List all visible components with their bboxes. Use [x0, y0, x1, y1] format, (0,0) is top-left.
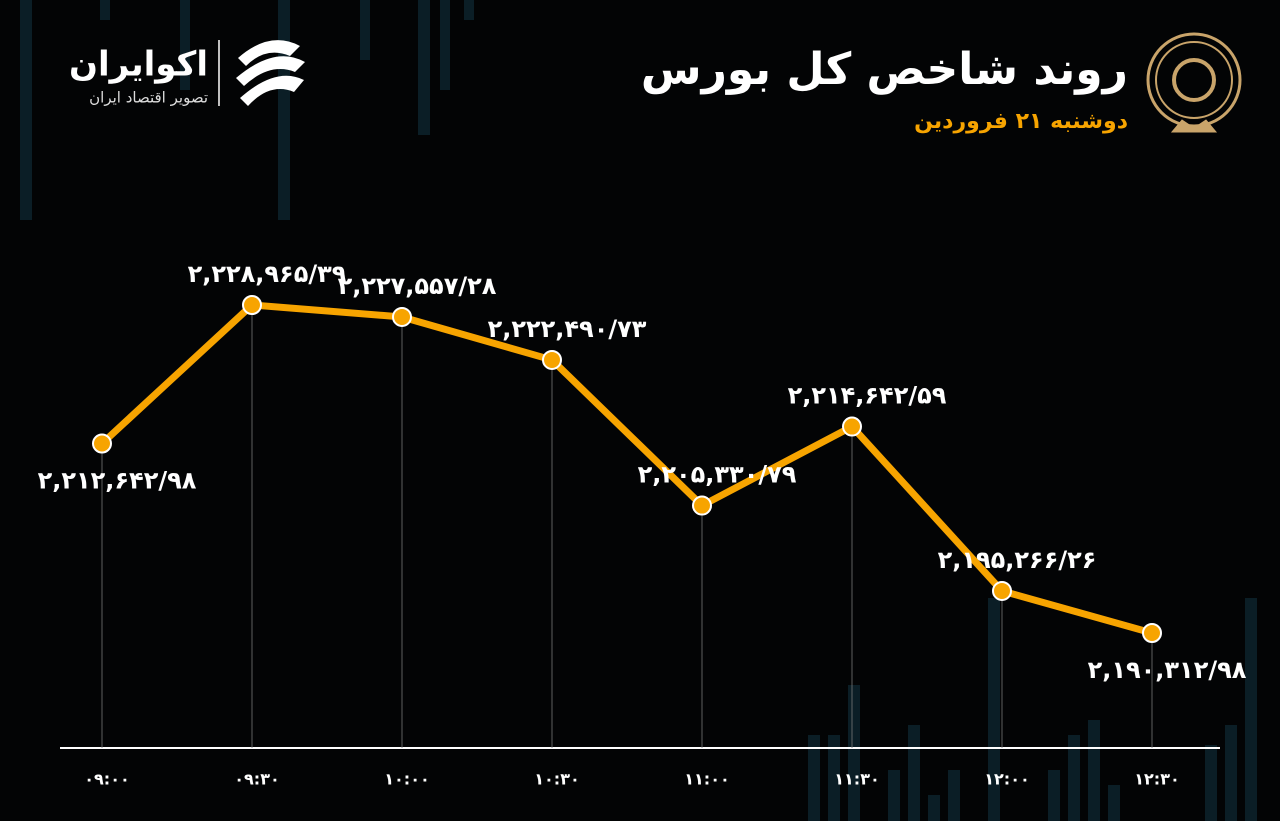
data-point	[992, 580, 1012, 601]
data-label: ۲,۲۱۲,۶۴۲/۹۸	[38, 467, 197, 495]
data-point	[1142, 623, 1162, 643]
brand-logo	[236, 40, 305, 106]
x-tick-label: ۱۰:۰۰	[384, 770, 429, 789]
data-point	[692, 495, 712, 516]
x-tick-label: ۰۹:۰۰	[84, 770, 129, 789]
data-label: ۲,۲۰۵,۳۳۰/۷۹	[638, 461, 797, 489]
data-point	[542, 349, 562, 370]
data-label: ۲,۲۲۸,۹۶۵/۳۹	[188, 260, 347, 288]
chart-subtitle: دوشنبه ۲۱ فروردین	[914, 109, 1128, 134]
bourse-emblem	[1146, 32, 1242, 133]
data-label: ۲,۱۹۵,۲۶۶/۲۶	[938, 546, 1097, 574]
data-label: ۲,۲۲۷,۵۵۷/۲۸	[338, 272, 497, 300]
data-point	[842, 416, 862, 437]
decoration	[20, 0, 1257, 821]
x-tick-label: ۱۲:۳۰	[1134, 770, 1179, 789]
x-tick-label: ۱۱:۰۰	[684, 770, 729, 789]
data-point	[92, 433, 112, 454]
x-tick-label: ۱۱:۳۰	[834, 770, 879, 789]
data-label: ۲,۲۲۲,۴۹۰/۷۳	[488, 315, 647, 343]
brand-name: اکوایران	[69, 45, 208, 85]
data-point	[392, 306, 412, 327]
chart-title: روند شاخص کل بورس	[641, 44, 1128, 95]
x-tick-label: ۰۹:۳۰	[234, 770, 279, 789]
data-point	[242, 295, 262, 315]
x-tick-label: ۱۰:۳۰	[534, 770, 579, 789]
brand-tagline: تصویر اقتصاد ایران	[89, 89, 208, 107]
data-label: ۲,۱۹۰,۳۱۲/۹۸	[1088, 656, 1247, 684]
data-line	[99, 301, 1153, 637]
data-label: ۲,۲۱۴,۶۴۲/۵۹	[788, 382, 947, 410]
x-tick-label: ۱۲:۰۰	[984, 770, 1029, 789]
